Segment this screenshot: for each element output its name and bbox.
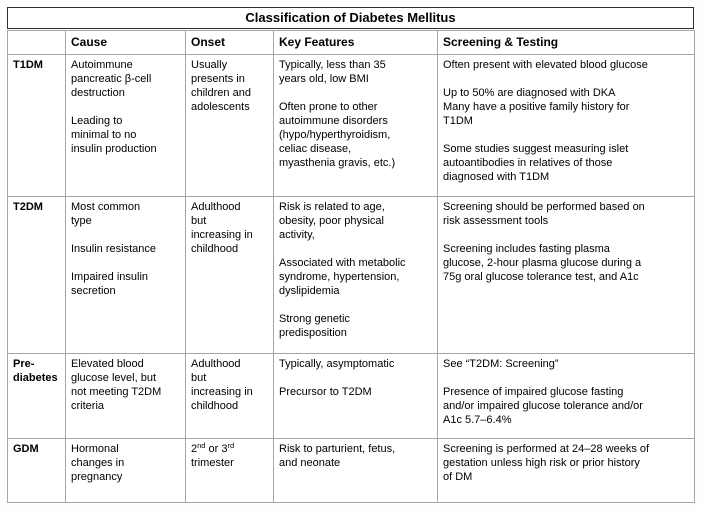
header-cause: Cause [65, 30, 186, 55]
cell-t2dm-key-features: Risk is related to age, obesity, poor ph… [273, 196, 438, 354]
header-screening-testing: Screening & Testing [437, 30, 695, 55]
cell-gdm-key-features: Risk to parturient, fetus, and neonate [273, 438, 438, 503]
gdm-onset-text: trimester [191, 457, 234, 469]
cell-t1dm-cause: Autoimmune pancreatic β-cell destruction… [65, 54, 186, 197]
cell-prediabetes-screening: See “T2DM: Screening” Presence of impair… [437, 353, 695, 439]
row-label-t2dm: T2DM [7, 196, 66, 354]
ordinal-superscript-rd: rd [227, 441, 235, 450]
ordinal-superscript-nd: nd [197, 441, 206, 450]
cell-t2dm-onset: Adulthood but increasing in childhood [185, 196, 274, 354]
table-row-t1dm: T1DM Autoimmune pancreatic β-cell destru… [7, 54, 695, 197]
header-row: Cause Onset Key Features Screening & Tes… [7, 30, 695, 55]
table-title: Classification of Diabetes Mellitus [7, 7, 694, 29]
cell-t1dm-key-features: Typically, less than 35 years old, low B… [273, 54, 438, 197]
row-label-t1dm: T1DM [7, 54, 66, 197]
table-row-prediabetes: Pre- diabetes Elevated blood glucose lev… [7, 353, 695, 439]
row-label-prediabetes: Pre- diabetes [7, 353, 66, 439]
table-row-gdm: GDM Hormonal changes in pregnancy 2nd or… [7, 438, 695, 503]
cell-prediabetes-cause: Elevated blood glucose level, but not me… [65, 353, 186, 439]
classification-table: Cause Onset Key Features Screening & Tes… [7, 30, 695, 503]
cell-gdm-screening: Screening is performed at 24–28 weeks of… [437, 438, 695, 503]
cell-t1dm-screening: Often present with elevated blood glucos… [437, 54, 695, 197]
gdm-onset-text: or 3 [205, 443, 228, 455]
cell-t2dm-screening: Screening should be performed based on r… [437, 196, 695, 354]
diabetes-classification-table-wrap: Classification of Diabetes Mellitus Caus… [7, 7, 695, 503]
cell-prediabetes-key-features: Typically, asymptomatic Precursor to T2D… [273, 353, 438, 439]
cell-prediabetes-onset: Adulthood but increasing in childhood [185, 353, 274, 439]
cell-gdm-onset: 2nd or 3rd trimester [185, 438, 274, 503]
table-row-t2dm: T2DM Most common type Insulin resistance… [7, 196, 695, 354]
gdm-onset-text: 2 [191, 443, 198, 455]
cell-t2dm-cause: Most common type Insulin resistance Impa… [65, 196, 186, 354]
row-label-gdm: GDM [7, 438, 66, 503]
cell-t1dm-onset: Usually presents in children and adolesc… [185, 54, 274, 197]
header-key-features: Key Features [273, 30, 438, 55]
header-onset: Onset [185, 30, 274, 55]
cell-gdm-cause: Hormonal changes in pregnancy [65, 438, 186, 503]
header-empty-cell [7, 30, 66, 55]
